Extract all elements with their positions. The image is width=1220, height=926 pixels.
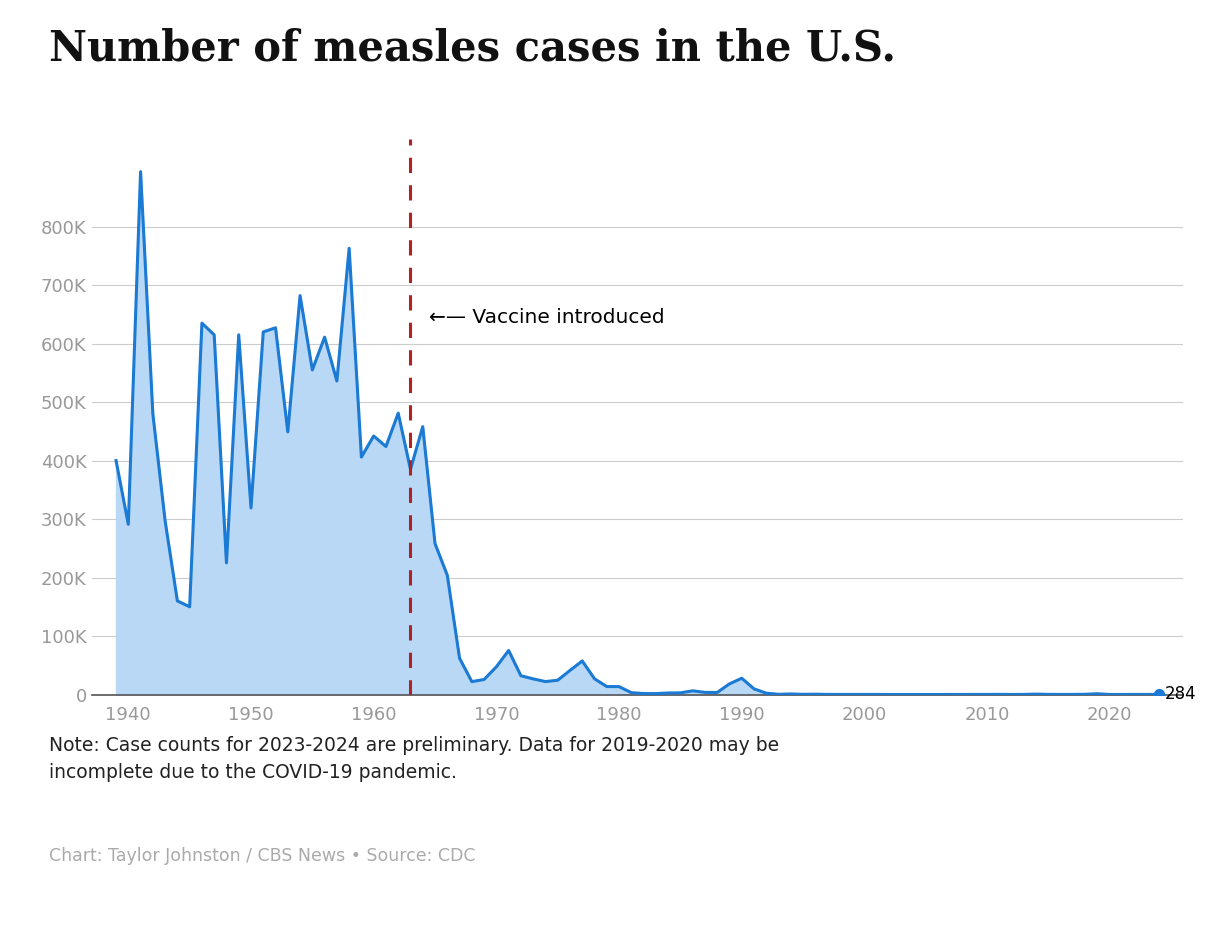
Text: Number of measles cases in the U.S.: Number of measles cases in the U.S.	[49, 28, 895, 69]
Text: 284: 284	[1165, 685, 1197, 704]
Text: ←— Vaccine introduced: ←— Vaccine introduced	[429, 307, 665, 327]
Text: Note: Case counts for 2023-2024 are preliminary. Data for 2019-2020 may be
incom: Note: Case counts for 2023-2024 are prel…	[49, 736, 778, 782]
Text: Chart: Taylor Johnston / CBS News • Source: CDC: Chart: Taylor Johnston / CBS News • Sour…	[49, 847, 476, 865]
